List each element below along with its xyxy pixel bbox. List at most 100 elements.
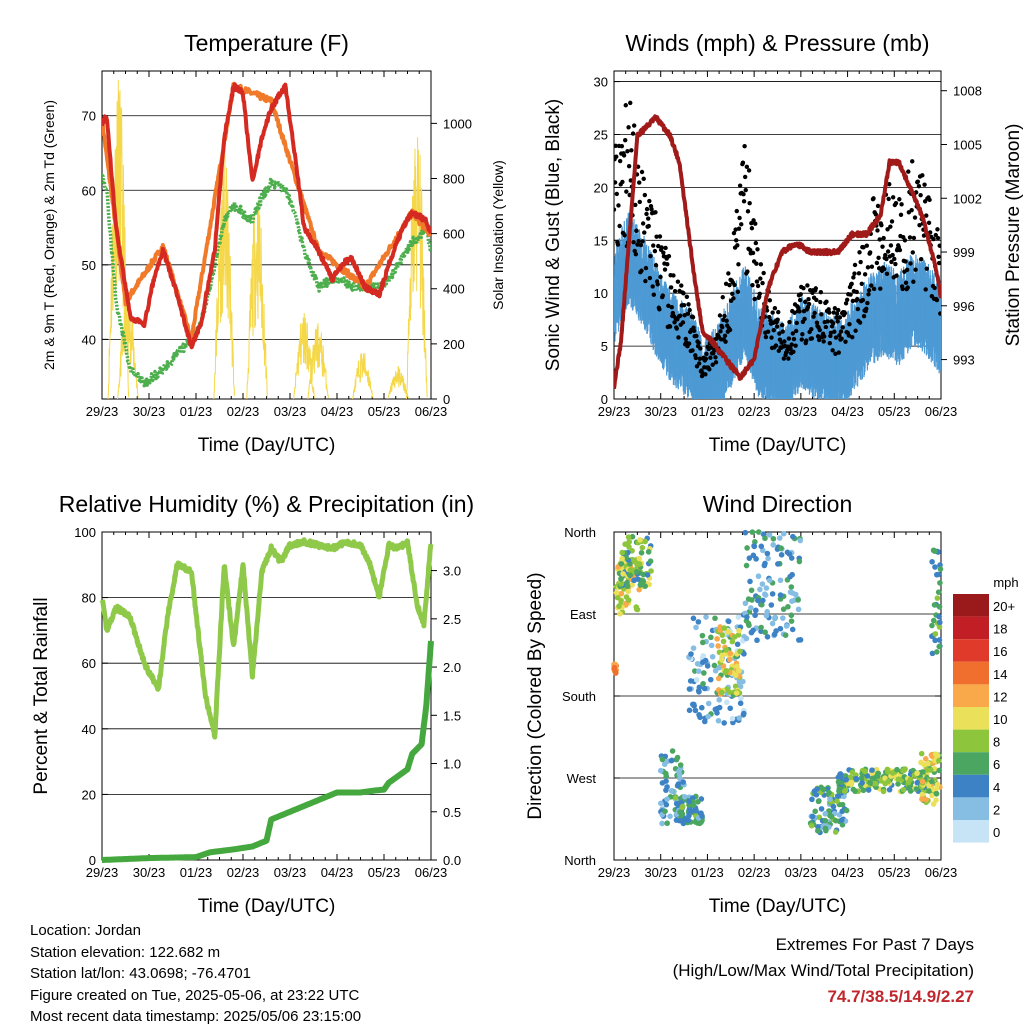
gust-point — [777, 331, 782, 336]
gust-point — [726, 271, 731, 276]
direction-point — [612, 668, 619, 675]
gust-point — [643, 278, 648, 284]
speed-legend-swatch — [953, 684, 989, 707]
gust-point — [910, 159, 915, 164]
gust-point — [745, 269, 750, 274]
direction-point — [747, 578, 753, 585]
panel4-x-tick-label: 29/23 — [598, 865, 631, 880]
gust-point — [833, 335, 839, 340]
solar-spike — [213, 152, 235, 399]
direction-point — [761, 562, 768, 569]
direction-point — [625, 534, 632, 540]
direction-point — [832, 829, 839, 835]
direction-point — [693, 624, 699, 631]
gust-point — [880, 244, 885, 249]
direction-point — [835, 779, 842, 785]
gust-point — [814, 320, 820, 325]
direction-point — [736, 679, 743, 685]
gust-point — [722, 333, 728, 339]
direction-point — [778, 545, 784, 551]
direction-point — [715, 717, 722, 724]
panel2-y-tick-label: 20 — [594, 180, 608, 195]
direction-point — [812, 808, 818, 815]
gust-point — [789, 342, 794, 347]
direction-point — [780, 606, 787, 612]
gust-point — [871, 286, 877, 292]
panel3-y-tick-label: 0 — [89, 853, 96, 868]
gust-point — [801, 285, 806, 291]
gust-point — [707, 367, 712, 372]
gust-point — [918, 192, 923, 198]
gust-point — [888, 224, 893, 229]
gust-point — [647, 198, 652, 204]
gust-point — [844, 297, 850, 303]
direction-point — [711, 662, 718, 669]
gust-point — [694, 333, 699, 339]
gust-point — [623, 103, 628, 108]
direction-point — [634, 569, 640, 575]
gust-point — [739, 222, 744, 227]
direction-point — [790, 533, 796, 540]
gust-point — [758, 262, 764, 267]
direction-point — [906, 784, 913, 790]
panel2-y2-axis-label: Station Pressure (Maroon) — [1003, 124, 1024, 347]
speed-legend-label: 4 — [993, 780, 1000, 795]
panel2-x-tick-label: 03/23 — [785, 404, 818, 419]
solar-spike — [307, 323, 329, 399]
gust-point — [637, 180, 642, 185]
gust-point — [731, 296, 736, 301]
solar-spike — [387, 366, 409, 399]
direction-point — [686, 798, 693, 805]
panel4-title: Wind Direction — [703, 491, 853, 517]
direction-point — [796, 637, 802, 643]
gust-point — [681, 302, 687, 308]
direction-point — [673, 800, 680, 807]
direction-point — [736, 667, 742, 674]
gust-point — [640, 221, 646, 226]
direction-point — [704, 663, 711, 669]
direction-point — [744, 614, 750, 620]
gust-point — [746, 168, 752, 173]
gust-point — [654, 234, 659, 239]
direction-point — [932, 548, 938, 555]
direction-point — [694, 660, 701, 667]
panel4-x-tick-label: 30/23 — [644, 865, 677, 880]
direction-point — [849, 769, 856, 776]
speed-legend-swatch — [953, 594, 989, 617]
gust-point — [862, 272, 868, 277]
gust-point — [740, 160, 746, 165]
direction-point — [936, 643, 943, 650]
gust-point — [730, 291, 735, 297]
gust-point — [835, 319, 840, 324]
direction-point — [822, 825, 829, 832]
gust-point — [900, 286, 905, 292]
direction-point — [705, 713, 711, 720]
direction-point — [758, 601, 765, 608]
gust-point — [922, 182, 927, 187]
direction-point — [735, 632, 742, 638]
panel3-x-tick-label: 04/23 — [321, 865, 354, 880]
direction-point — [719, 657, 725, 663]
gust-point — [927, 197, 932, 203]
direction-point — [742, 600, 749, 607]
direction-point — [795, 597, 801, 603]
gust-point — [788, 346, 793, 352]
direction-point — [743, 635, 750, 642]
speed-legend-label: 12 — [993, 689, 1007, 704]
direction-point — [741, 651, 747, 657]
direction-point — [895, 781, 901, 787]
direction-point — [680, 779, 686, 785]
direction-point — [681, 794, 688, 800]
direction-point — [686, 707, 693, 714]
direction-point — [914, 779, 921, 786]
gust-point — [923, 287, 928, 292]
gust-point — [634, 228, 639, 233]
direction-point — [769, 620, 776, 627]
direction-point — [937, 562, 943, 568]
gust-point — [850, 298, 856, 304]
speed-legend-label: 14 — [993, 667, 1007, 682]
panel1-y-tick-label: 70 — [82, 109, 96, 124]
direction-point — [788, 612, 795, 619]
gust-point — [888, 243, 894, 248]
panel4-y-axis-label: Direction (Colored By Speed) — [525, 572, 546, 819]
